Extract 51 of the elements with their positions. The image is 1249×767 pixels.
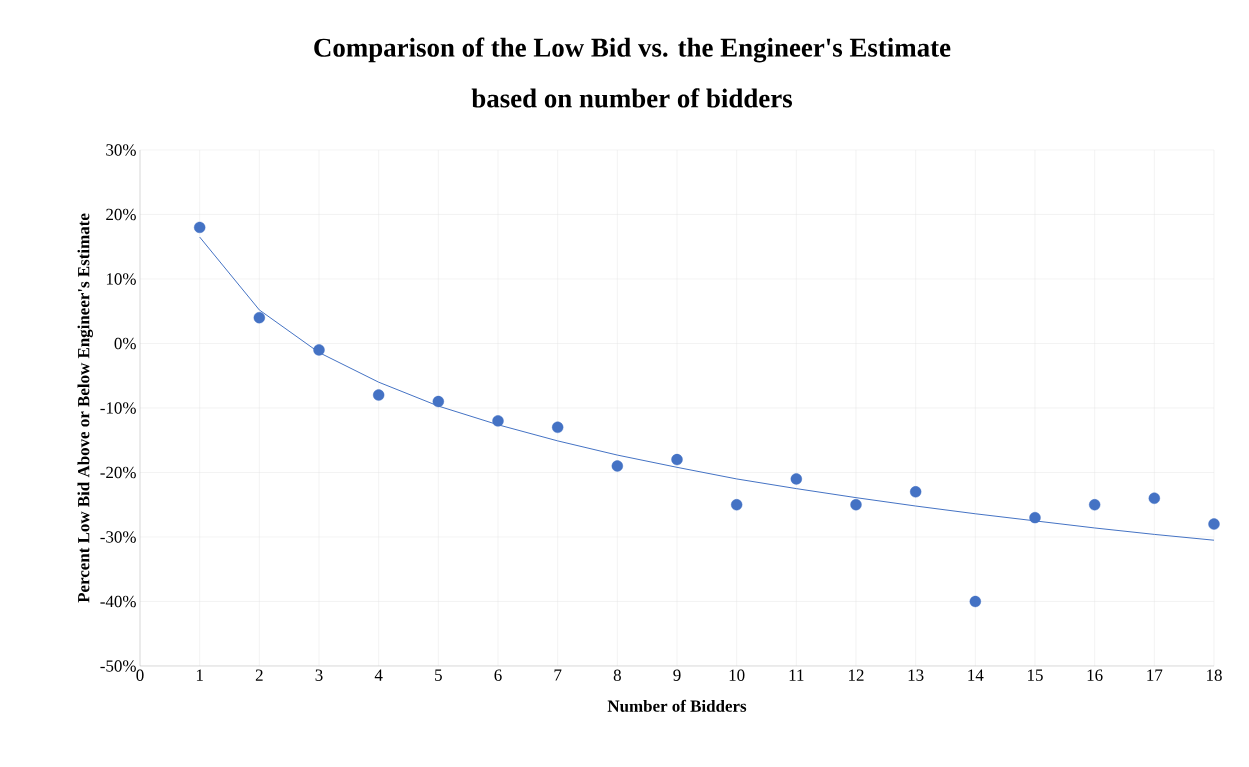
x-tick-label: 14 [968,669,984,681]
x-tick-label: 13 [908,669,924,681]
x-tick-label: 16 [1087,669,1103,681]
x-tick-label: 17 [1147,669,1163,681]
x-tick-label: 15 [1028,669,1043,681]
point [1208,518,1220,530]
x-tick-label: 7 [554,669,562,681]
point [551,421,564,434]
chart-subtitle: based on number of bidders [471,88,793,108]
y-tick-label: -30% [100,531,136,543]
x-tick-label: 0 [136,669,144,681]
x-tick-label: 11 [789,669,804,681]
point [1148,492,1161,504]
x-tick-label: 18 [1207,669,1222,681]
y-tick-label: 20% [106,208,136,221]
point [790,473,803,485]
y-tick-label: -50% [100,660,136,672]
point [909,486,922,498]
x-tick-label: 5 [435,669,442,681]
point [611,460,624,472]
y-tick-label: 0% [114,337,136,350]
point [492,415,504,427]
chart-title: Comparison of the Low Bid vs. the Engineer's Estimate [314,37,951,63]
y-axis-title: Percent Low Bid Above or Below Engineer's Estimate [77,213,93,603]
x-axis-title: Number of Bidders [607,699,747,712]
point [969,595,982,608]
point [671,453,683,466]
point [730,499,743,511]
y-tick-label: 10% [106,273,136,285]
y-tick-label: 30% [106,144,136,156]
y-tick-label: -10% [100,402,136,414]
x-tick-label: 6 [494,669,502,681]
x-tick-label: 8 [613,669,621,681]
x-tick-label: 3 [315,669,323,681]
line-series [199,236,1215,541]
x-tick-label: 1 [196,669,203,681]
point [1029,511,1041,524]
point [194,221,206,234]
x-tick-label: 12 [849,669,864,681]
point [313,344,325,356]
point [372,389,385,401]
y-tick-label: -20% [100,466,136,479]
point [1088,499,1101,511]
y-tick-label: -40% [100,595,136,608]
x-tick-label: 9 [673,669,681,681]
x-tick-label: 4 [374,669,383,681]
x-tick-label: 10 [729,669,745,681]
x-tick-label: 2 [255,669,263,681]
point [253,312,266,324]
point [850,499,862,511]
point [432,395,445,408]
